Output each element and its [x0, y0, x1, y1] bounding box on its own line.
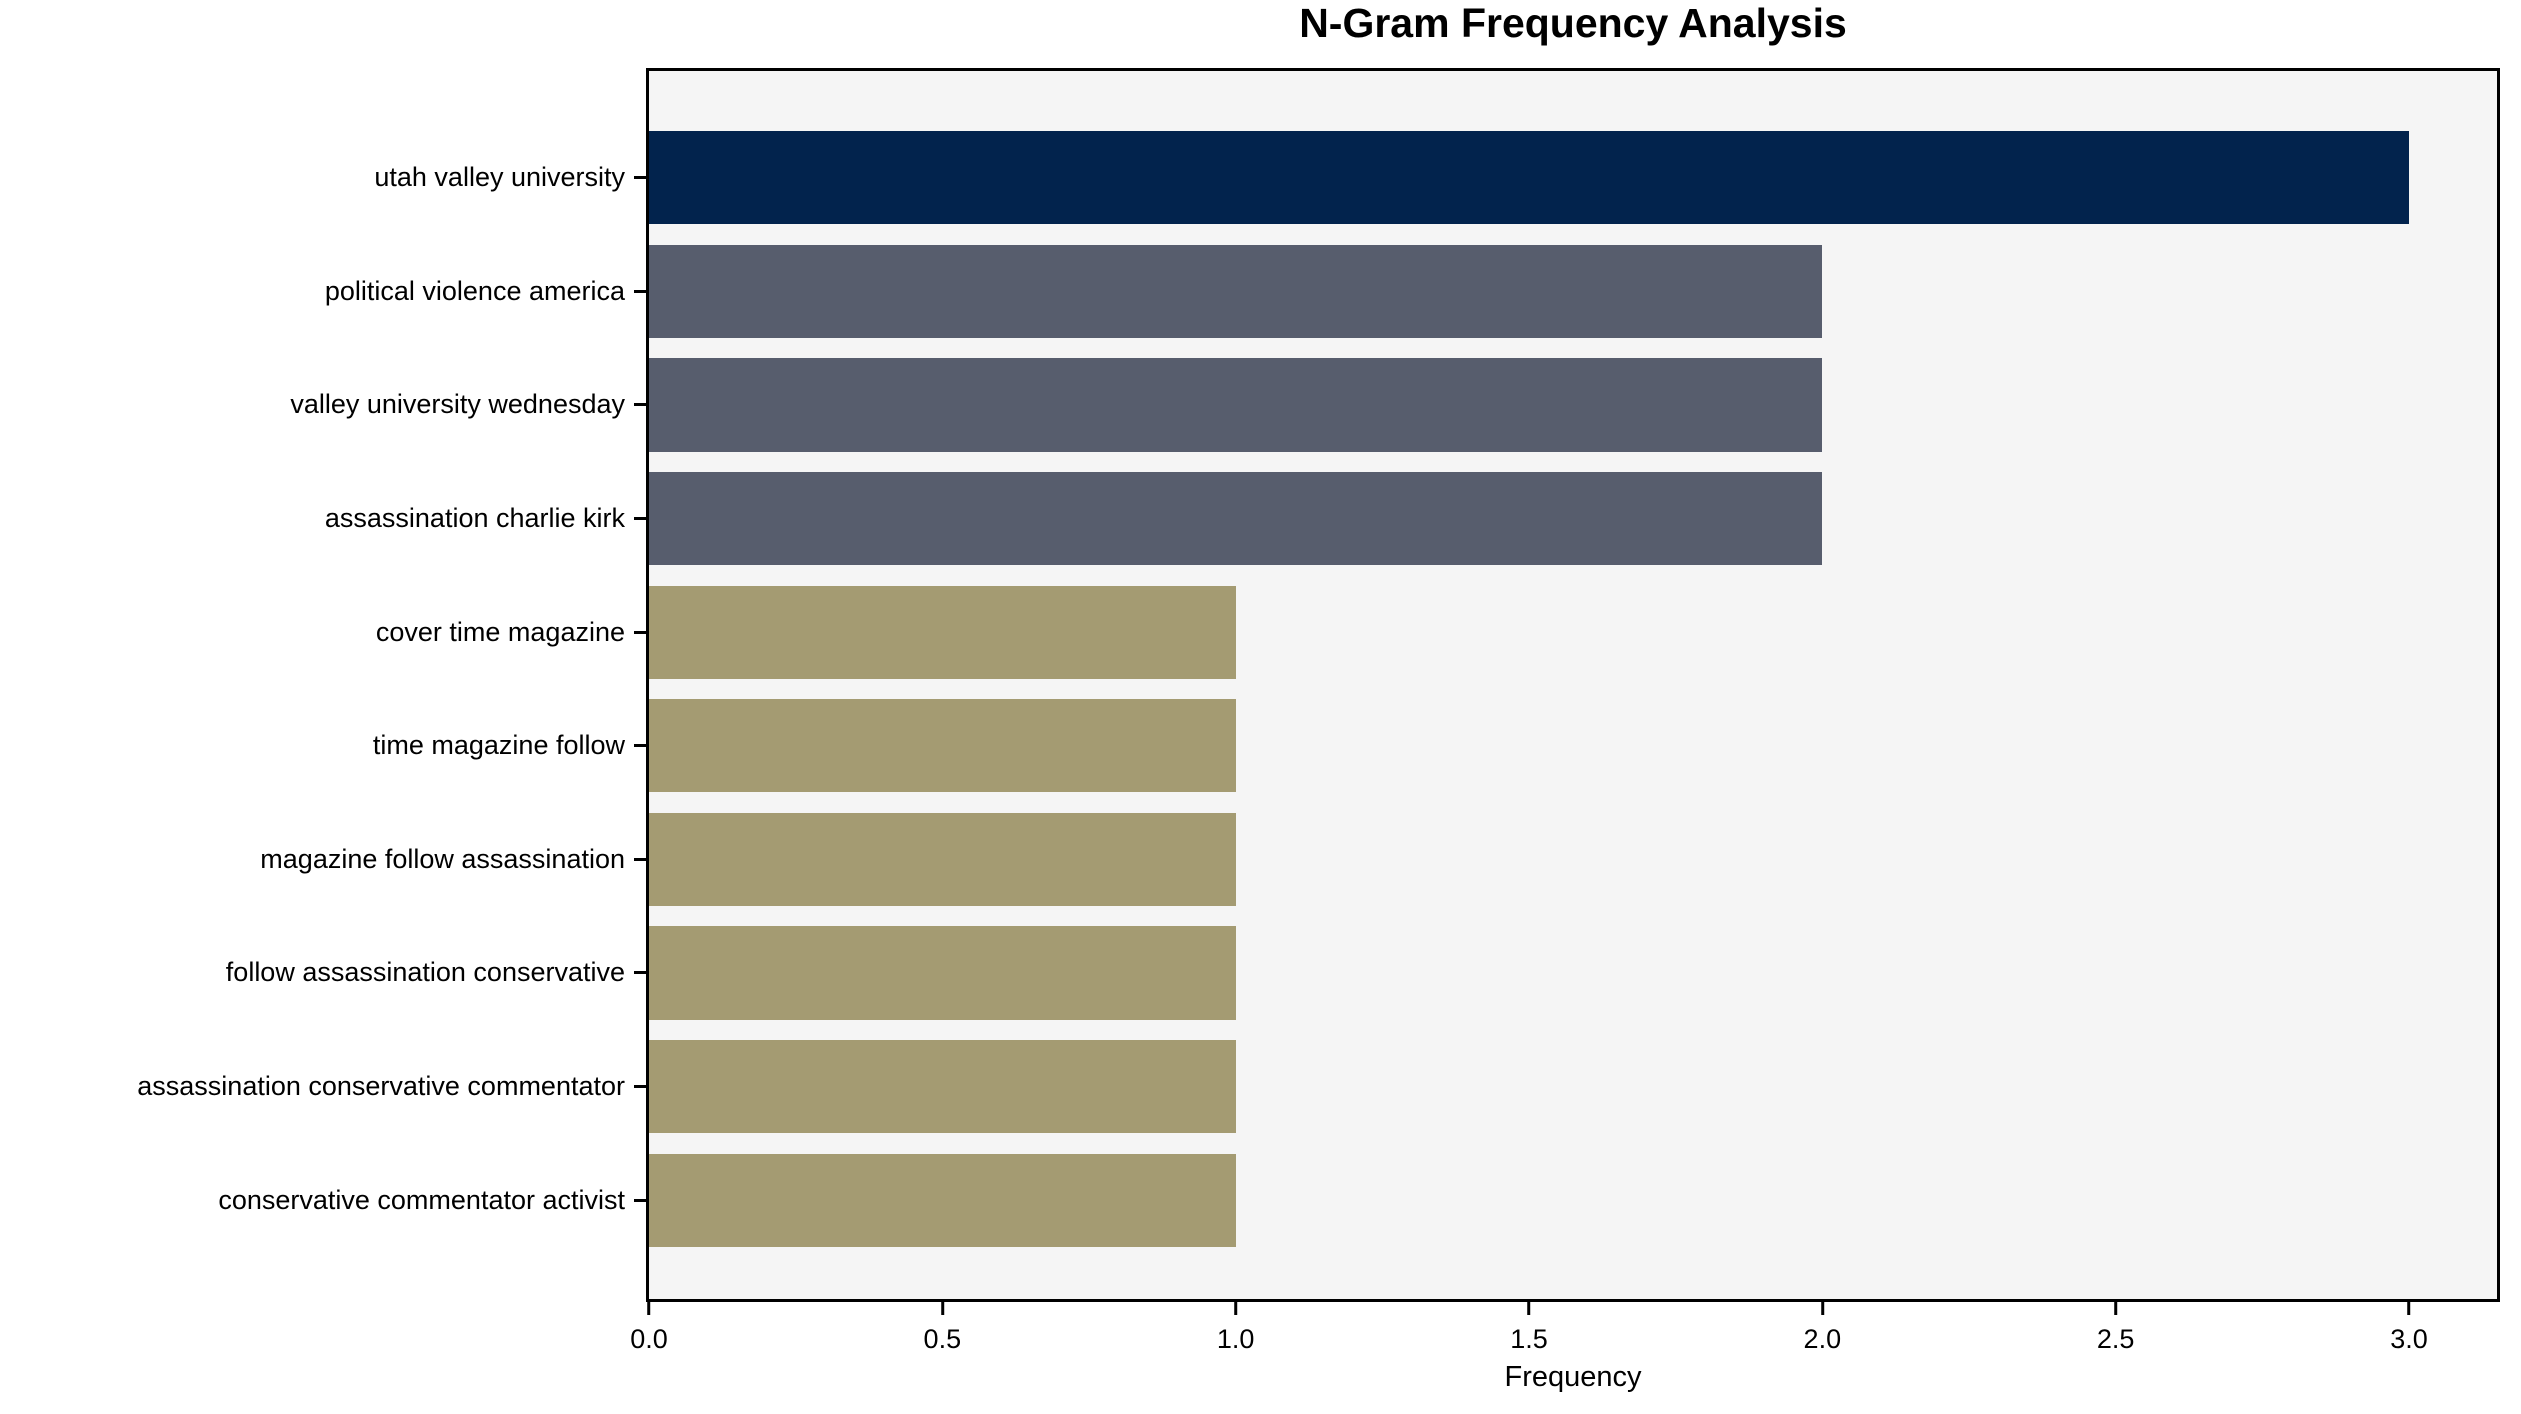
bar-row: assassination charlie kirk [325, 462, 2497, 576]
bar-row: magazine follow assassination [260, 803, 2497, 917]
x-tick: 0.0 [630, 1302, 668, 1355]
x-tick-label: 0.0 [630, 1324, 668, 1354]
x-tick-mark [2114, 1302, 2118, 1315]
y-tick-label: magazine follow assassination [260, 843, 625, 874]
x-tick-label: 2.0 [1803, 1324, 1842, 1354]
y-tick-mark [634, 403, 646, 407]
x-axis-label: Frequency [1504, 1361, 1642, 1393]
y-tick-mark [634, 971, 646, 975]
x-tick-label: 2.5 [2096, 1324, 2135, 1354]
y-tick-label: cover time magazine [375, 616, 625, 647]
x-axis: 0.0 0.5 1.0 1.5 2.0 2.5 3.0 [630, 1299, 2497, 1411]
bar [649, 1039, 1236, 1134]
y-tick-mark [634, 289, 646, 293]
x-tick: 2.5 [2096, 1302, 2135, 1355]
bar [649, 358, 1823, 452]
bar-row: assassination conservative commentator [137, 1030, 2497, 1144]
x-tick-label: 1.5 [1510, 1324, 1548, 1354]
x-tick: 3.0 [2390, 1302, 2428, 1355]
x-tick-mark [647, 1302, 651, 1315]
y-tick-mark [634, 744, 646, 748]
y-tick-label: follow assassination conservative [225, 957, 625, 988]
bar [649, 699, 1236, 793]
y-tick-label: time magazine follow [372, 730, 625, 761]
bar-row: follow assassination conservative [226, 916, 2497, 1030]
chart-title: N-Gram Frequency Analysis [1299, 0, 1847, 46]
x-tick-mark [1527, 1302, 1531, 1315]
bar-row: political violence america [325, 235, 2497, 349]
bar [649, 244, 1823, 338]
y-tick-mark [634, 630, 646, 634]
bar [649, 1153, 1236, 1247]
x-tick-mark [940, 1302, 944, 1315]
x-tick-mark [1234, 1302, 1238, 1315]
y-tick-mark [634, 1085, 646, 1089]
y-tick-label: political violence america [324, 275, 625, 306]
y-tick-mark [634, 176, 646, 180]
bar [649, 926, 1236, 1020]
y-tick-label: valley university wednesday [290, 389, 625, 420]
y-tick-label: utah valley university [374, 162, 625, 193]
y-tick-mark [634, 1198, 646, 1202]
x-tick: 0.5 [923, 1302, 962, 1355]
bar-row: time magazine follow [373, 689, 2497, 803]
bar-row: utah valley university [374, 121, 2497, 235]
y-tick-label: assassination charlie kirk [324, 503, 625, 534]
bar [649, 472, 1823, 566]
bar [649, 812, 1236, 906]
y-tick-mark [634, 857, 646, 861]
x-tick-label: 3.0 [2390, 1324, 2428, 1354]
plot-area: utah valley university political violence… [137, 68, 2500, 1393]
x-tick: 2.0 [1803, 1302, 1842, 1355]
y-tick-label: conservative commentator activist [218, 1184, 625, 1215]
bar-rows: utah valley university political violence… [137, 121, 2497, 1257]
bar-row: conservative commentator activist [218, 1143, 2497, 1257]
y-tick-mark [634, 517, 646, 521]
x-tick: 1.5 [1510, 1302, 1548, 1355]
bar [649, 131, 2409, 225]
x-tick-label: 1.0 [1216, 1324, 1255, 1354]
bar-row: valley university wednesday [290, 348, 2497, 462]
bar [649, 585, 1236, 679]
x-tick-mark [1820, 1302, 1824, 1315]
bar-row: cover time magazine [376, 575, 2497, 689]
x-tick-label: 0.5 [923, 1324, 962, 1354]
x-tick-mark [2407, 1302, 2411, 1315]
x-tick: 1.0 [1216, 1302, 1255, 1355]
y-tick-label: assassination conservative commentator [137, 1071, 625, 1102]
